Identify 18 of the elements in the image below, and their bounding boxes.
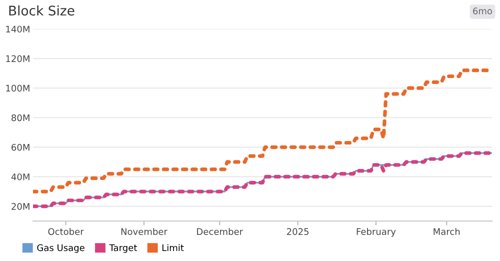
y-tick-label: 20M (12, 203, 30, 210)
y-tick-label: 100M (6, 84, 30, 92)
legend-label: Limit (162, 244, 184, 251)
x-tick-label: October (48, 228, 84, 235)
y-tick-label: 80M (12, 114, 30, 122)
text: 6mo (473, 8, 492, 14)
x-tick-label: February (356, 228, 396, 237)
x-tick-label: November (121, 228, 168, 235)
x-tick-label: 2025 (286, 228, 309, 235)
legend-label: Gas Usage (37, 244, 84, 253)
y-tick-label: 120M (6, 55, 30, 62)
y-tick-label: 60M (12, 144, 30, 151)
x-tick-label: December (197, 228, 244, 235)
x-tick-label: March (434, 228, 460, 235)
legend-label: Target (109, 244, 137, 253)
chart-title: Block Size (9, 5, 74, 16)
y-tick-label: 40M (11, 173, 30, 180)
y-tick-label: 140M (6, 26, 30, 33)
